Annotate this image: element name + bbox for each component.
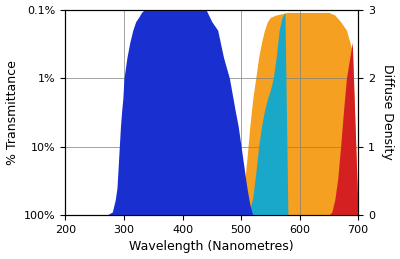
X-axis label: Wavelength (Nanometres): Wavelength (Nanometres) [130,240,294,254]
Y-axis label: % Transmittance: % Transmittance [6,60,18,165]
Y-axis label: Diffuse Density: Diffuse Density [382,64,394,160]
